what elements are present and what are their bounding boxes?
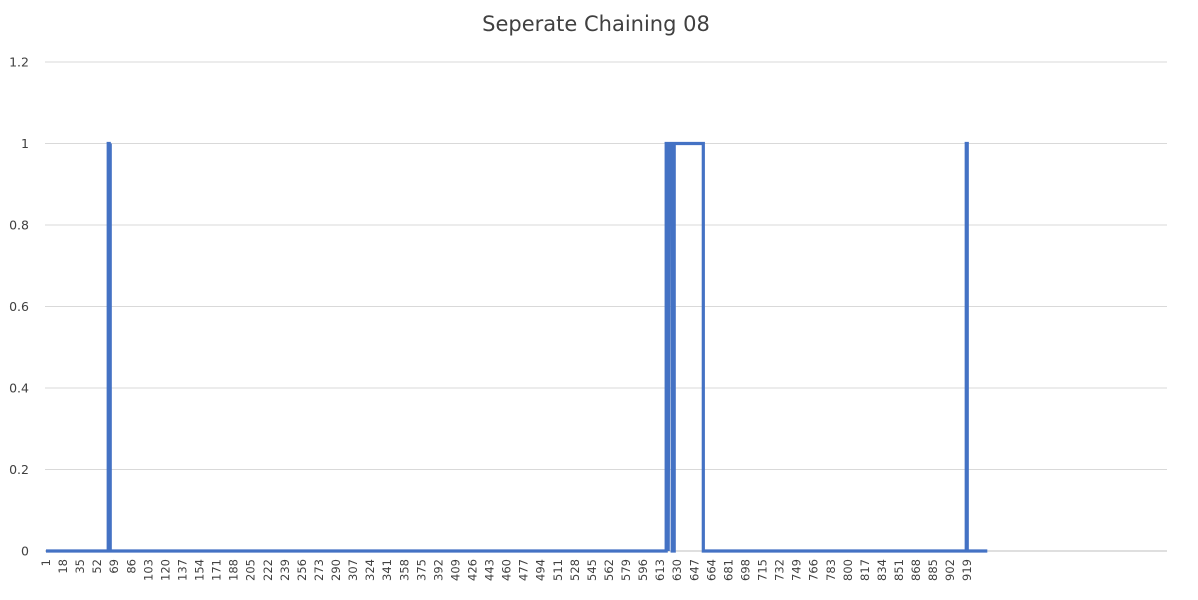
series-layer	[46, 141, 988, 553]
x-tick-label: 630	[670, 559, 684, 581]
x-tick-label: 800	[841, 559, 855, 581]
x-tick-label: 358	[397, 559, 411, 581]
y-axis-tick-labels: 0 0.2 0.4 0.6 0.8 1 1.2	[9, 55, 29, 559]
x-tick-label: 137	[175, 559, 189, 581]
x-tick-label: 307	[346, 559, 360, 581]
x-tick-label: 919	[960, 559, 974, 581]
x-tick-label: 902	[943, 559, 957, 581]
x-tick-label: 647	[687, 559, 701, 581]
y-tick-label: 0.4	[9, 381, 29, 396]
x-tick-label: 545	[585, 559, 599, 581]
x-tick-label: 698	[738, 559, 752, 581]
y-tick-label: 0	[21, 544, 29, 559]
x-tick-label: 766	[807, 559, 821, 581]
x-tick-label: 205	[244, 559, 258, 581]
x-tick-label: 681	[721, 559, 735, 581]
x-tick-label: 834	[875, 559, 889, 581]
x-axis-tick-labels: 1 18 35 52 69 86 103 120 137 154 171 188 205 222 239 25…	[39, 559, 974, 581]
x-tick-label: 392	[431, 559, 445, 581]
x-tick-label: 511	[551, 559, 565, 581]
y-tick-label: 1.2	[9, 55, 29, 70]
x-tick-label: 868	[909, 559, 923, 581]
x-tick-label: 613	[653, 559, 667, 581]
x-tick-label: 188	[227, 559, 241, 581]
x-tick-label: 715	[756, 559, 770, 581]
x-tick-label: 885	[926, 559, 940, 581]
x-tick-label: 239	[278, 559, 292, 581]
x-tick-label: 290	[329, 559, 343, 581]
x-tick-label: 18	[56, 559, 70, 574]
x-tick-label: 528	[568, 559, 582, 581]
x-tick-label: 86	[124, 559, 138, 574]
x-tick-label: 35	[73, 559, 87, 574]
x-tick-label: 494	[534, 559, 548, 581]
x-tick-label: 120	[158, 559, 172, 581]
x-tick-label: 103	[141, 559, 155, 581]
x-tick-label: 341	[380, 559, 394, 581]
x-tick-label: 273	[312, 559, 326, 581]
x-tick-label: 426	[466, 559, 480, 581]
x-tick-label: 562	[602, 559, 616, 581]
y-tick-label: 1	[21, 136, 29, 151]
x-tick-label: 222	[261, 559, 275, 581]
x-tick-label: 171	[210, 559, 224, 581]
gridlines	[45, 61, 1167, 552]
x-tick-label: 817	[858, 559, 872, 581]
x-tick-label: 851	[892, 559, 906, 581]
x-tick-label: 52	[90, 559, 104, 574]
y-tick-label: 0.8	[9, 218, 29, 233]
x-tick-label: 443	[483, 559, 497, 581]
x-tick-label: 579	[619, 559, 633, 581]
x-tick-label: 596	[636, 559, 650, 581]
x-tick-label: 375	[414, 559, 428, 581]
x-tick-label: 477	[517, 559, 531, 581]
x-tick-label: 732	[773, 559, 787, 581]
x-tick-label: 324	[363, 559, 377, 581]
x-tick-label: 664	[704, 559, 718, 581]
x-tick-label: 783	[824, 559, 838, 581]
y-tick-label: 0.2	[9, 462, 29, 477]
x-tick-label: 460	[500, 559, 514, 581]
x-tick-label: 256	[295, 559, 309, 581]
x-tick-label: 69	[107, 559, 121, 574]
y-tick-label: 0.6	[9, 299, 29, 314]
series-line	[46, 141, 988, 553]
x-tick-label: 749	[790, 559, 804, 581]
chart-title: Seperate Chaining 08	[482, 12, 710, 36]
x-tick-label: 1	[39, 559, 53, 566]
x-tick-label: 154	[193, 559, 207, 581]
x-tick-label: 409	[448, 559, 462, 581]
